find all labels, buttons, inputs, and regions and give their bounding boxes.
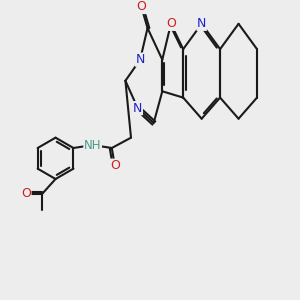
Text: NH: NH	[84, 139, 101, 152]
Text: O: O	[110, 159, 120, 172]
Text: N: N	[136, 53, 145, 66]
Text: N: N	[133, 102, 142, 115]
Text: O: O	[166, 17, 176, 30]
Text: N: N	[197, 17, 206, 30]
Text: O: O	[21, 187, 31, 200]
Text: O: O	[136, 1, 146, 13]
